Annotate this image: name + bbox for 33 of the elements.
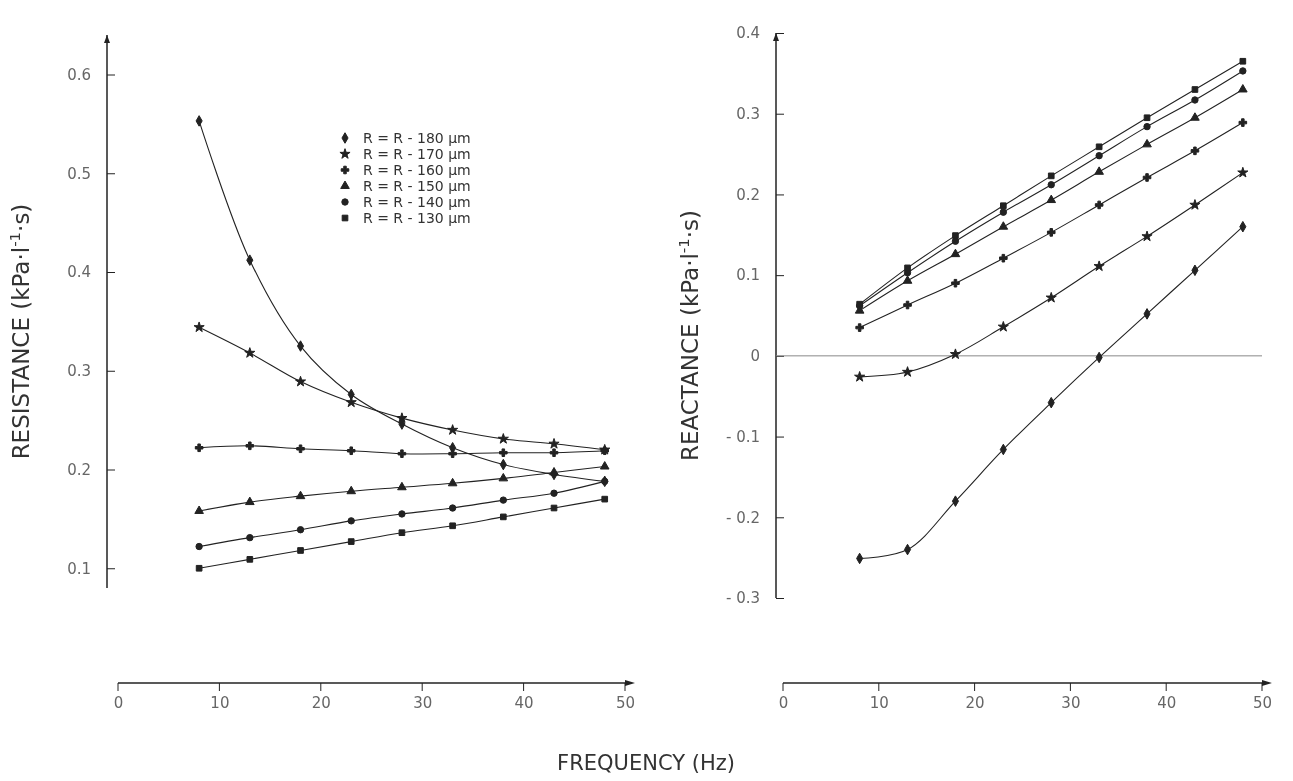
x-tick-label: 10 <box>210 693 230 712</box>
y-tick-label: 0 <box>750 347 760 366</box>
y-tick-label: 0.4 <box>736 24 760 43</box>
x-tick-label: 30 <box>1061 693 1081 712</box>
y-tick-label: - 0.3 <box>725 589 760 608</box>
y-tick-label: 0.1 <box>736 266 760 285</box>
x-axis-title: FREQUENCY (Hz) <box>557 751 735 775</box>
y-tick-label: 0.3 <box>736 105 760 124</box>
x-tick-label: 50 <box>1252 693 1273 712</box>
y-tick-label: - 0.1 <box>725 427 760 446</box>
x-tick-label: 50 <box>615 693 636 712</box>
x-tick-label: 40 <box>514 693 534 712</box>
x-tick-label: 40 <box>1157 693 1177 712</box>
x-tick-label: 10 <box>869 693 889 712</box>
y-tick-label: 0.4 <box>67 263 91 282</box>
legend-label: R = R - 130 μm <box>363 210 471 226</box>
x-tick-label: 30 <box>413 693 433 712</box>
y-tick-label: 0.3 <box>67 362 91 381</box>
y-tick-label: - 0.2 <box>725 508 760 527</box>
x-tick-label: 20 <box>965 693 985 712</box>
x-tick-label: 0 <box>113 693 124 712</box>
x-tick-label: 20 <box>311 693 331 712</box>
y-tick-label: 0.1 <box>67 559 91 578</box>
y-tick-label: 0.5 <box>67 164 91 183</box>
x-tick-label: 0 <box>778 693 789 712</box>
y-tick-label: 0.2 <box>736 185 760 204</box>
y-tick-label: 0.2 <box>67 460 91 479</box>
y-tick-label: 0.6 <box>67 65 91 84</box>
legend-label: R = R - 140 μm <box>363 194 471 210</box>
legend-label: R = R - 180 μm <box>363 130 471 146</box>
legend-label: R = R - 160 μm <box>363 162 471 178</box>
legend-label: R = R - 150 μm <box>363 178 471 194</box>
legend-label: R = R - 170 μm <box>363 146 471 162</box>
